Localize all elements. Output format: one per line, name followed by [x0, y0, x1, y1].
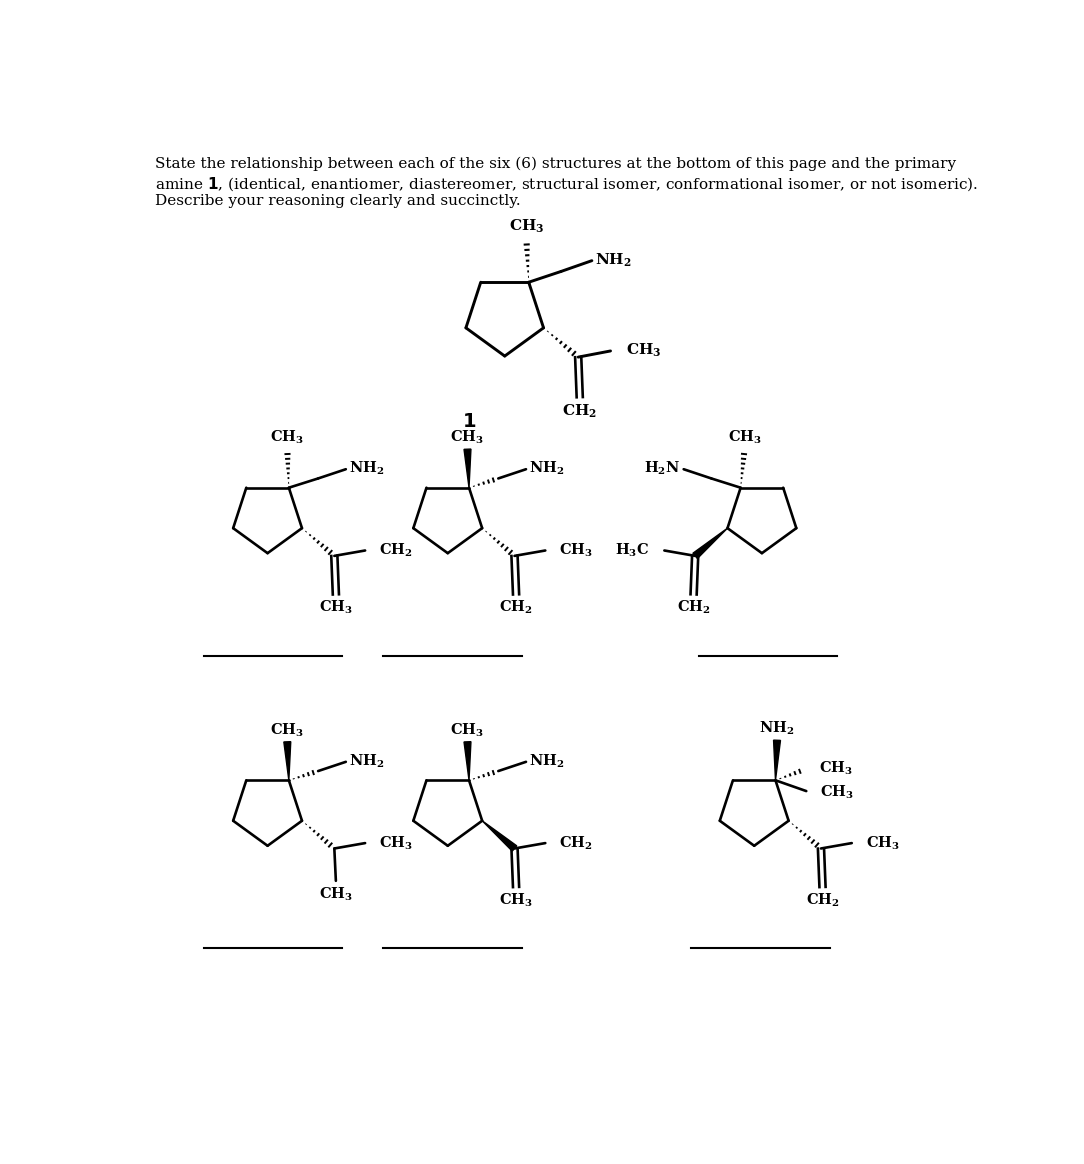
Text: $\mathbf{NH_2}$: $\mathbf{NH_2}$ [529, 752, 565, 769]
Text: $\mathbf{1}$: $\mathbf{1}$ [462, 413, 477, 431]
Polygon shape [284, 741, 291, 780]
Text: $\mathbf{CH_3}$: $\mathbf{CH_3}$ [508, 218, 544, 235]
Text: $\mathbf{CH_3}$: $\mathbf{CH_3}$ [451, 722, 485, 739]
Text: Describe your reasoning clearly and succinctly.: Describe your reasoning clearly and succ… [155, 193, 520, 207]
Text: State the relationship between each of the six (6) structures at the bottom of t: State the relationship between each of t… [155, 157, 956, 171]
Polygon shape [774, 740, 780, 780]
Text: $\mathbf{CH_2}$: $\mathbf{CH_2}$ [805, 892, 839, 909]
Polygon shape [693, 528, 727, 559]
Text: $\mathbf{CH_3}$: $\mathbf{CH_3}$ [559, 541, 593, 559]
Text: $\mathbf{NH_2}$: $\mathbf{NH_2}$ [529, 460, 565, 477]
Text: $\mathbf{CH_2}$: $\mathbf{CH_2}$ [379, 541, 413, 559]
Text: amine $\mathbf{1}$, (identical, enantiomer, diastereomer, structural isomer, con: amine $\mathbf{1}$, (identical, enantiom… [155, 175, 979, 193]
Text: $\mathbf{CH_3}$: $\mathbf{CH_3}$ [818, 760, 853, 778]
Text: $\mathbf{CH_3}$: $\mathbf{CH_3}$ [821, 783, 854, 801]
Text: $\mathbf{CH_2}$: $\mathbf{CH_2}$ [563, 403, 597, 420]
Text: $\mathbf{CH_2}$: $\mathbf{CH_2}$ [559, 835, 593, 852]
Text: $\mathbf{CH_3}$: $\mathbf{CH_3}$ [625, 341, 661, 359]
Text: $\mathbf{CH_3}$: $\mathbf{CH_3}$ [379, 835, 413, 852]
Polygon shape [464, 741, 470, 780]
Polygon shape [482, 821, 517, 851]
Text: $\mathbf{CH_3}$: $\mathbf{CH_3}$ [270, 430, 305, 446]
Text: $\mathbf{CH_2}$: $\mathbf{CH_2}$ [676, 598, 710, 616]
Polygon shape [464, 449, 470, 488]
Text: $\mathbf{NH_2}$: $\mathbf{NH_2}$ [349, 460, 385, 477]
Text: $\mathbf{CH_3}$: $\mathbf{CH_3}$ [270, 722, 305, 739]
Text: $\mathbf{NH_2}$: $\mathbf{NH_2}$ [759, 719, 795, 737]
Text: $\mathbf{H_2N}$: $\mathbf{H_2N}$ [644, 460, 681, 477]
Text: $\mathbf{NH_2}$: $\mathbf{NH_2}$ [349, 752, 385, 769]
Text: $\mathbf{CH_3}$: $\mathbf{CH_3}$ [866, 835, 900, 852]
Text: $\mathbf{CH_3}$: $\mathbf{CH_3}$ [727, 430, 761, 446]
Text: $\mathbf{CH_3}$: $\mathbf{CH_3}$ [319, 885, 353, 902]
Text: $\mathbf{CH_2}$: $\mathbf{CH_2}$ [500, 598, 533, 616]
Text: $\mathbf{NH_2}$: $\mathbf{NH_2}$ [595, 251, 632, 269]
Text: $\mathbf{CH_3}$: $\mathbf{CH_3}$ [499, 892, 533, 909]
Text: $\mathbf{CH_3}$: $\mathbf{CH_3}$ [451, 430, 485, 446]
Text: $\mathbf{H_3C}$: $\mathbf{H_3C}$ [615, 541, 649, 559]
Text: $\mathbf{CH_3}$: $\mathbf{CH_3}$ [319, 598, 353, 616]
